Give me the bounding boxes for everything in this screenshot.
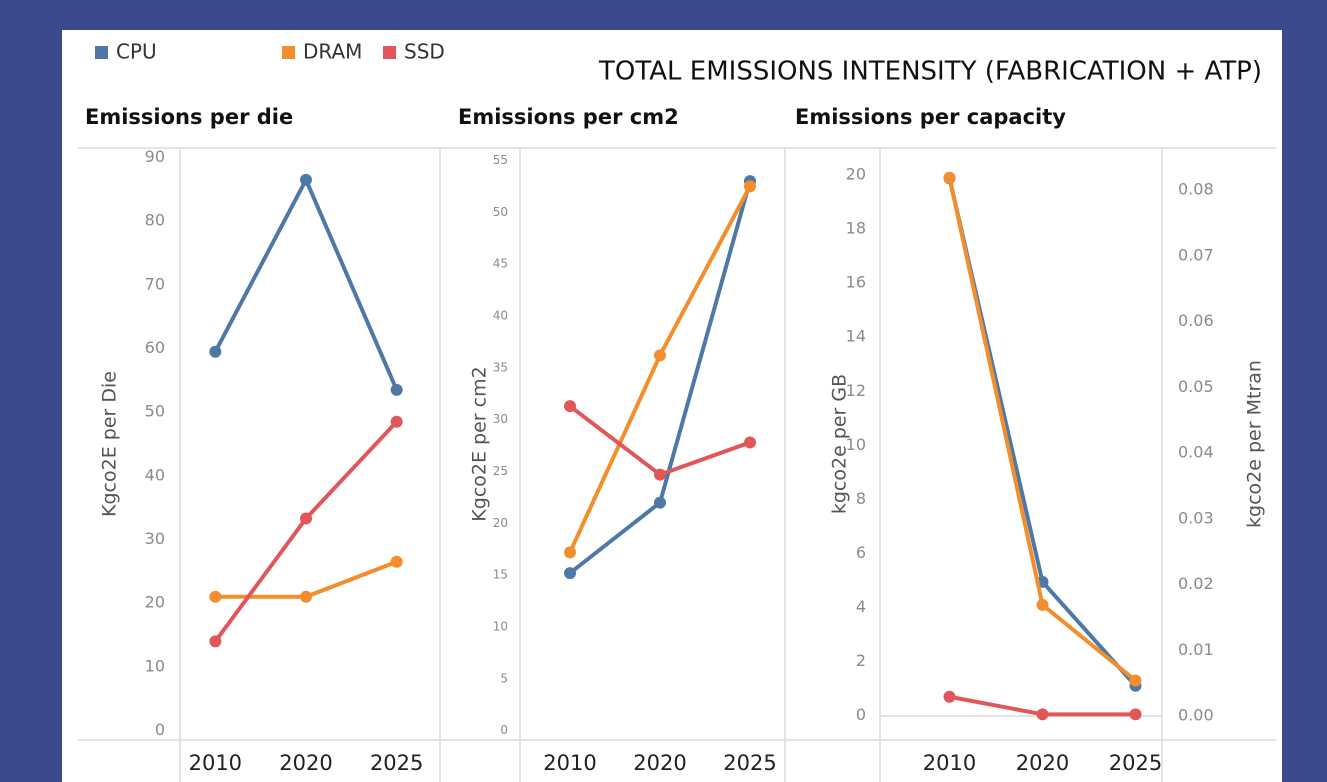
- x-tick-label: 2020: [1016, 751, 1069, 775]
- y-tick-label: 20: [493, 516, 508, 530]
- y-tick-label: 30: [145, 529, 165, 548]
- y2-tick-label: 0.08: [1178, 180, 1214, 199]
- x-tick-label: 2010: [189, 751, 242, 775]
- data-point: [564, 546, 576, 559]
- y-tick-label: 10: [145, 656, 165, 675]
- data-point: [1129, 708, 1142, 721]
- y2-tick-label: 0.03: [1178, 508, 1214, 527]
- data-point: [390, 415, 403, 428]
- y-tick-label: 18: [846, 219, 866, 238]
- x-tick-label: 2025: [370, 751, 423, 775]
- y-tick-label: 55: [493, 153, 508, 167]
- legend-swatch: [383, 46, 396, 59]
- y-tick-label: 10: [846, 435, 866, 454]
- y-tick-label: 90: [145, 147, 165, 166]
- canvas: [62, 30, 1282, 782]
- data-point: [744, 180, 756, 193]
- y-tick-label: 14: [846, 327, 866, 346]
- data-point: [654, 349, 666, 362]
- data-point: [744, 436, 756, 449]
- legend-label: DRAM: [303, 40, 362, 64]
- data-point: [943, 690, 956, 703]
- data-point: [564, 567, 576, 580]
- x-tick-label: 2025: [1109, 751, 1162, 775]
- y-tick-label: 80: [145, 211, 165, 230]
- y2-axis-title: kgco2e per Mtran: [1244, 360, 1266, 528]
- y-tick-label: 15: [493, 568, 508, 582]
- y-tick-label: 25: [493, 464, 508, 478]
- y2-tick-label: 0.07: [1178, 245, 1214, 264]
- data-point: [390, 555, 403, 568]
- y-tick-label: 16: [846, 273, 866, 292]
- y-tick-label: 20: [846, 165, 866, 184]
- y-tick-label: 45: [493, 257, 508, 271]
- data-point: [209, 345, 222, 358]
- data-point: [300, 512, 312, 525]
- y-tick-label: 0: [856, 705, 866, 724]
- y2-tick-label: 0.01: [1178, 640, 1214, 659]
- data-point: [564, 400, 576, 413]
- x-tick-label: 2010: [923, 751, 976, 775]
- data-point: [654, 496, 666, 509]
- y-tick-label: 2: [856, 651, 866, 670]
- data-point: [943, 171, 956, 184]
- y-tick-label: 12: [846, 381, 866, 400]
- x-tick-label: 2010: [543, 751, 596, 775]
- y-tick-label: 6: [856, 543, 866, 562]
- chart-title: TOTAL EMISSIONS INTENSITY (FABRICATION +…: [598, 57, 1262, 87]
- y-axis-title: kgco2e per GB: [829, 374, 851, 514]
- y-tick-label: 40: [145, 465, 165, 484]
- y-tick-label: 10: [493, 619, 508, 633]
- x-tick-label: 2020: [279, 751, 332, 775]
- y-tick-label: 20: [145, 593, 165, 612]
- y-axis-title: Kgco2E per cm2: [469, 366, 491, 521]
- x-tick-label: 2020: [633, 751, 686, 775]
- y-tick-label: 0: [155, 720, 165, 739]
- y2-tick-label: 0.02: [1178, 574, 1214, 593]
- data-point: [1036, 708, 1049, 721]
- y-tick-label: 70: [145, 274, 165, 293]
- y-tick-label: 50: [145, 402, 165, 421]
- y2-tick-label: 0.06: [1178, 311, 1214, 330]
- y-tick-label: 30: [493, 412, 508, 426]
- legend-swatch: [282, 46, 295, 59]
- y-tick-label: 60: [145, 338, 165, 357]
- y-tick-label: 4: [856, 597, 866, 616]
- y2-tick-label: 0.00: [1178, 706, 1214, 725]
- data-point: [654, 468, 666, 481]
- y-tick-label: 50: [493, 205, 508, 219]
- y2-tick-label: 0.05: [1178, 377, 1214, 396]
- data-point: [300, 173, 312, 186]
- y-tick-label: 8: [856, 489, 866, 508]
- data-point: [209, 635, 222, 648]
- legend-label: SSD: [404, 40, 445, 64]
- data-point: [390, 383, 403, 396]
- legend-label: CPU: [116, 40, 157, 64]
- data-point: [300, 590, 312, 603]
- y-tick-label: 40: [493, 308, 508, 322]
- panel-title: Emissions per cm2: [458, 105, 679, 129]
- panel-title: Emissions per capacity: [795, 105, 1066, 129]
- x-tick-label: 2025: [723, 751, 776, 775]
- y2-tick-label: 0.04: [1178, 443, 1214, 462]
- y-tick-label: 0: [500, 723, 508, 737]
- legend-swatch: [95, 46, 108, 59]
- y-axis-title: Kgco2E per Die: [99, 371, 121, 517]
- data-point: [1036, 598, 1049, 611]
- data-point: [209, 590, 222, 603]
- y-tick-label: 35: [493, 360, 508, 374]
- panel-title: Emissions per die: [85, 105, 293, 129]
- y-tick-label: 5: [500, 671, 508, 685]
- data-point: [1129, 674, 1142, 687]
